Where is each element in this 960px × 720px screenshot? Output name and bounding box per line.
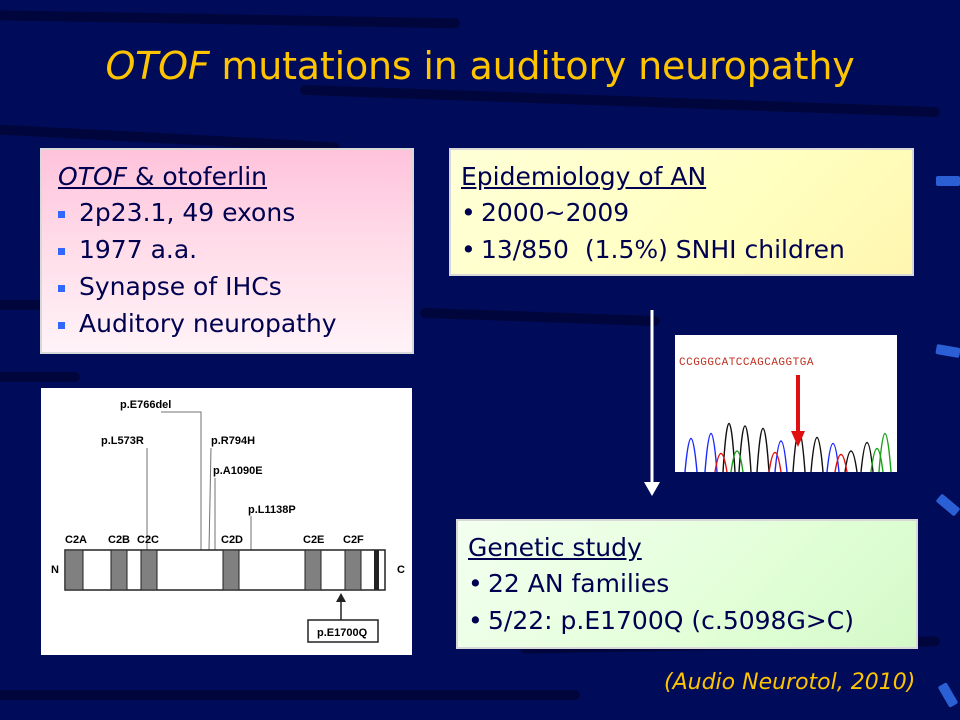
title-italic: OTOF (105, 44, 210, 88)
domain-label: C2D (221, 534, 243, 546)
epidemiology-heading: Epidemiology of AN (461, 162, 707, 191)
mutation-label: p.E766del (120, 399, 171, 411)
bullet-square-icon (58, 247, 65, 255)
otoferlin-domain-diagram: p.E766del p.L573R p.R794H p.A1090E p.L11… (41, 388, 412, 655)
sequence-bases: CCGGGCATCCAGCAGGTGA (679, 357, 814, 369)
mutation-label: p.L573R (101, 435, 144, 447)
bullet-square-icon (58, 284, 65, 292)
domain-label: C2A (65, 534, 87, 546)
genetic-heading: Genetic study (468, 533, 642, 562)
domain-label: C2E (303, 534, 324, 546)
epidemiology-item: • 2000~2009 (461, 198, 630, 227)
slide-title: OTOF mutations in auditory neuropathy (0, 44, 960, 88)
otof-info-box: OTOF & otoferlin 2p23.1, 49 exons 1977 a… (40, 148, 414, 354)
epidemiology-item-text: 2000~2009 (481, 198, 630, 227)
otof-item-text: Auditory neuropathy (79, 309, 337, 338)
domain-label: C2C (137, 534, 159, 546)
citation: (Audio Neurotol, 2010) (664, 670, 916, 695)
bullet-square-icon (58, 210, 65, 218)
otof-item-text: Synapse of IHCs (79, 272, 282, 301)
otof-heading-rest: & otoferlin (127, 162, 267, 191)
decor-bar (937, 682, 959, 708)
mutation-label: p.L1138P (248, 504, 296, 516)
title-rest: mutations in auditory neuropathy (209, 44, 855, 88)
mutation-label: p.R794H (211, 435, 255, 447)
genetic-item: • 5/22: p.E1700Q (c.5098G>C) (468, 606, 854, 635)
genetic-item-text: 5/22: p.E1700Q (c.5098G>C) (488, 606, 854, 635)
c-terminus-label: C (397, 564, 405, 576)
otof-item-text: 1977 a.a. (79, 235, 198, 264)
decor-bar (935, 493, 960, 517)
n-terminus-label: N (51, 564, 59, 576)
epidemiology-box: Epidemiology of AN • 2000~2009 • 13/850 (1… (449, 148, 914, 276)
domain-label: C2F (343, 534, 364, 546)
genetic-item-text: 22 AN families (488, 569, 670, 598)
epidemiology-item-text: 13/850 (1.5%) SNHI children (481, 235, 845, 264)
otof-item: Synapse of IHCs (58, 268, 412, 305)
otof-item: 2p23.1, 49 exons (58, 194, 412, 231)
otof-item: 1977 a.a. (58, 231, 412, 268)
otof-heading: OTOF & otoferlin (58, 160, 412, 194)
sequence-chromatogram: CCGGGCATCCAGCAGGTGA (675, 335, 897, 472)
domain-label: C2B (108, 534, 130, 546)
otof-heading-italic: OTOF (58, 162, 128, 191)
mutation-label: p.A1090E (213, 465, 263, 477)
decor-bar (936, 176, 960, 186)
bullet-square-icon (58, 321, 65, 329)
otof-item-text: 2p23.1, 49 exons (79, 198, 296, 227)
decor-bar (935, 343, 960, 359)
otof-item: Auditory neuropathy (58, 305, 412, 342)
mutation-pointer-arrow (791, 375, 805, 447)
genetic-item: • 22 AN families (468, 569, 670, 598)
highlighted-mutation-label: p.E1700Q (317, 627, 368, 639)
epidemiology-item: • 13/850 (1.5%) SNHI children (461, 235, 845, 264)
down-arrow (644, 310, 660, 496)
genetic-study-box: Genetic study • 22 AN families • 5/22: p.E… (456, 519, 918, 649)
